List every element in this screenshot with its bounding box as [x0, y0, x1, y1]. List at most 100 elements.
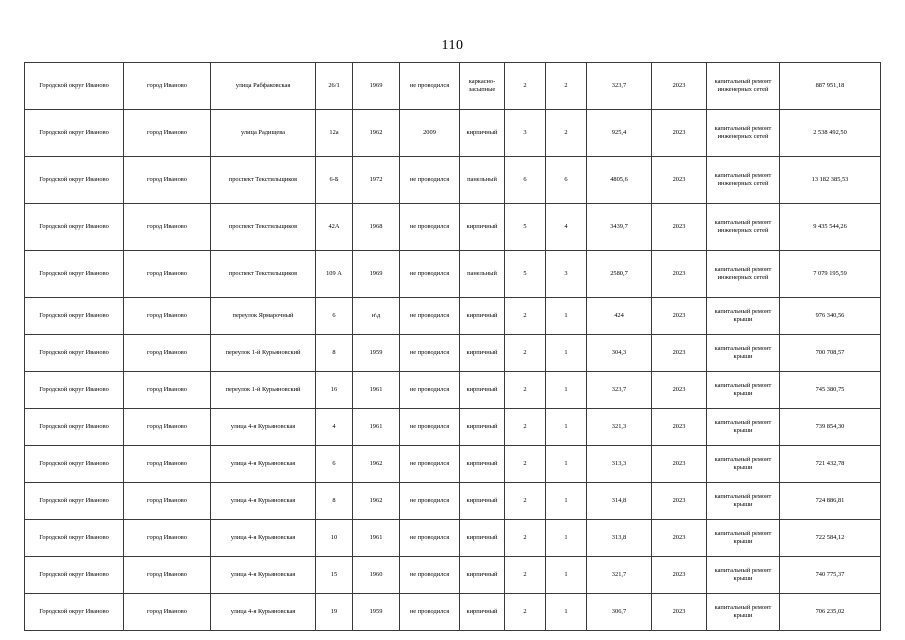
cell-municipality: Городской округ Иваново	[24, 62, 124, 110]
cell-last-repair: не проводился	[399, 519, 460, 557]
cell-last-repair: не проводился	[399, 445, 460, 483]
cell-last-repair: не проводился	[399, 250, 460, 298]
cell-entrances: 1	[545, 445, 587, 483]
cell-house: 8	[315, 482, 353, 520]
cell-last-repair: не проводился	[399, 62, 460, 110]
cell-settlement: город Иваново	[123, 482, 211, 520]
table-row: Городской округ Иваново город Иваново прос…	[24, 250, 881, 298]
cell-wall-material: кирпичный	[459, 593, 505, 631]
cell-street: улица 4-я Курьяновская	[210, 519, 316, 557]
cell-municipality: Городской округ Иваново	[24, 203, 124, 251]
cell-cost: 7 079 195,59	[779, 250, 881, 298]
cell-municipality: Городской округ Иваново	[24, 109, 124, 157]
cell-entrances: 1	[545, 593, 587, 631]
cell-year-built: 1962	[352, 482, 400, 520]
cell-floors: 2	[504, 445, 546, 483]
cell-last-repair: не проводился	[399, 203, 460, 251]
cell-year-built: 1962	[352, 109, 400, 157]
cell-settlement: город Иваново	[123, 408, 211, 446]
cell-house: 15	[315, 556, 353, 594]
cell-wall-material: кирпичный	[459, 371, 505, 409]
cell-floors: 3	[504, 109, 546, 157]
cell-house: 4	[315, 408, 353, 446]
cell-area: 4805,6	[586, 156, 652, 204]
cell-street: улица 4-я Курьяновская	[210, 445, 316, 483]
cell-plan-year: 2023	[651, 371, 707, 409]
cell-plan-year: 2023	[651, 445, 707, 483]
cell-municipality: Городской округ Иваново	[24, 556, 124, 594]
cell-house: 12а	[315, 109, 353, 157]
cell-municipality: Городской округ Иваново	[24, 371, 124, 409]
cell-street: улица Радищева	[210, 109, 316, 157]
cell-work-type: капитальный ремонт крыши	[706, 408, 780, 446]
cell-plan-year: 2023	[651, 297, 707, 335]
cell-area: 313,8	[586, 519, 652, 557]
cell-street: проспект Текстильщиков	[210, 156, 316, 204]
cell-work-type: капитальный ремонт инженерных сетей	[706, 109, 780, 157]
table-row: Городской округ Иваново город Иваново пере…	[24, 334, 881, 372]
cell-area: 306,7	[586, 593, 652, 631]
cell-plan-year: 2023	[651, 519, 707, 557]
cell-year-built: 1969	[352, 250, 400, 298]
cell-area: 313,3	[586, 445, 652, 483]
cell-cost: 976 340,56	[779, 297, 881, 335]
cell-plan-year: 2023	[651, 156, 707, 204]
cell-work-type: капитальный ремонт крыши	[706, 556, 780, 594]
table-row: Городской округ Иваново город Иваново улиц…	[24, 519, 881, 557]
cell-entrances: 1	[545, 408, 587, 446]
cell-plan-year: 2023	[651, 593, 707, 631]
cell-street: переулок 1-й Курьяновский	[210, 334, 316, 372]
cell-municipality: Городской округ Иваново	[24, 408, 124, 446]
cell-work-type: капитальный ремонт инженерных сетей	[706, 62, 780, 110]
cell-municipality: Городской округ Иваново	[24, 445, 124, 483]
cell-wall-material: кирпичный	[459, 109, 505, 157]
cell-house: 42А	[315, 203, 353, 251]
cell-settlement: город Иваново	[123, 593, 211, 631]
cell-year-built: 1959	[352, 334, 400, 372]
cell-floors: 5	[504, 250, 546, 298]
cell-year-built: 1959	[352, 593, 400, 631]
cell-wall-material: кирпичный	[459, 297, 505, 335]
cell-last-repair: не проводился	[399, 408, 460, 446]
cell-area: 925,4	[586, 109, 652, 157]
cell-area: 323,7	[586, 62, 652, 110]
cell-settlement: город Иваново	[123, 62, 211, 110]
cell-work-type: капитальный ремонт крыши	[706, 297, 780, 335]
cell-entrances: 1	[545, 482, 587, 520]
cell-municipality: Городской округ Иваново	[24, 297, 124, 335]
cell-last-repair: не проводился	[399, 371, 460, 409]
registry-table-container: Городской округ Иваново город Иваново улиц…	[24, 62, 881, 631]
cell-wall-material: кирпичный	[459, 556, 505, 594]
cell-year-built: 1960	[352, 556, 400, 594]
cell-cost: 721 432,78	[779, 445, 881, 483]
cell-plan-year: 2023	[651, 408, 707, 446]
table-row: Городской округ Иваново город Иваново улиц…	[24, 445, 881, 483]
cell-area: 321,7	[586, 556, 652, 594]
cell-street: улица 4-я Курьяновская	[210, 408, 316, 446]
cell-settlement: город Иваново	[123, 556, 211, 594]
table-row: Городской округ Иваново город Иваново улиц…	[24, 408, 881, 446]
cell-house: 109 А	[315, 250, 353, 298]
cell-floors: 2	[504, 593, 546, 631]
cell-year-built: 1972	[352, 156, 400, 204]
cell-year-built: 1969	[352, 62, 400, 110]
cell-last-repair: не проводился	[399, 156, 460, 204]
cell-house: 8	[315, 334, 353, 372]
cell-settlement: город Иваново	[123, 519, 211, 557]
cell-work-type: капитальный ремонт крыши	[706, 519, 780, 557]
cell-work-type: капитальный ремонт инженерных сетей	[706, 203, 780, 251]
cell-street: проспект Текстильщиков	[210, 250, 316, 298]
cell-municipality: Городской округ Иваново	[24, 334, 124, 372]
cell-work-type: капитальный ремонт крыши	[706, 334, 780, 372]
cell-wall-material: каркасно-засыпные	[459, 62, 505, 110]
cell-plan-year: 2023	[651, 556, 707, 594]
cell-year-built: н\д	[352, 297, 400, 335]
cell-cost: 13 182 385,53	[779, 156, 881, 204]
cell-entrances: 6	[545, 156, 587, 204]
cell-area: 3439,7	[586, 203, 652, 251]
table-row: Городской округ Иваново город Иваново прос…	[24, 203, 881, 251]
table-row: Городской округ Иваново город Иваново улиц…	[24, 556, 881, 594]
cell-settlement: город Иваново	[123, 109, 211, 157]
table-row: Городской округ Иваново город Иваново пере…	[24, 297, 881, 335]
cell-floors: 5	[504, 203, 546, 251]
